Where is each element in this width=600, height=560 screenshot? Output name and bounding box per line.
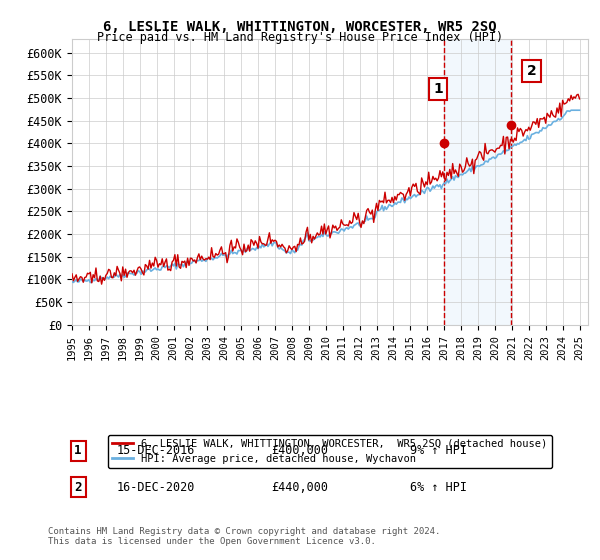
Text: 16-DEC-2020: 16-DEC-2020 — [117, 480, 195, 494]
Text: 6, LESLIE WALK, WHITTINGTON, WORCESTER, WR5 2SQ: 6, LESLIE WALK, WHITTINGTON, WORCESTER, … — [103, 20, 497, 34]
Text: 1: 1 — [434, 82, 443, 96]
Text: Contains HM Land Registry data © Crown copyright and database right 2024.
This d: Contains HM Land Registry data © Crown c… — [48, 526, 440, 546]
Text: Price paid vs. HM Land Registry's House Price Index (HPI): Price paid vs. HM Land Registry's House … — [97, 31, 503, 44]
Text: 9% ↑ HPI: 9% ↑ HPI — [409, 444, 467, 458]
Text: 6% ↑ HPI: 6% ↑ HPI — [409, 480, 467, 494]
Text: 1: 1 — [74, 444, 82, 458]
Legend: 6, LESLIE WALK, WHITTINGTON, WORCESTER,  WR5 2SQ (detached house), HPI: Average : 6, LESLIE WALK, WHITTINGTON, WORCESTER, … — [108, 435, 552, 468]
Text: 2: 2 — [74, 480, 82, 494]
Text: 2: 2 — [527, 64, 536, 78]
Text: £440,000: £440,000 — [271, 480, 329, 494]
Bar — [443, 39, 511, 325]
Text: £400,000: £400,000 — [271, 444, 329, 458]
Text: 15-DEC-2016: 15-DEC-2016 — [117, 444, 195, 458]
